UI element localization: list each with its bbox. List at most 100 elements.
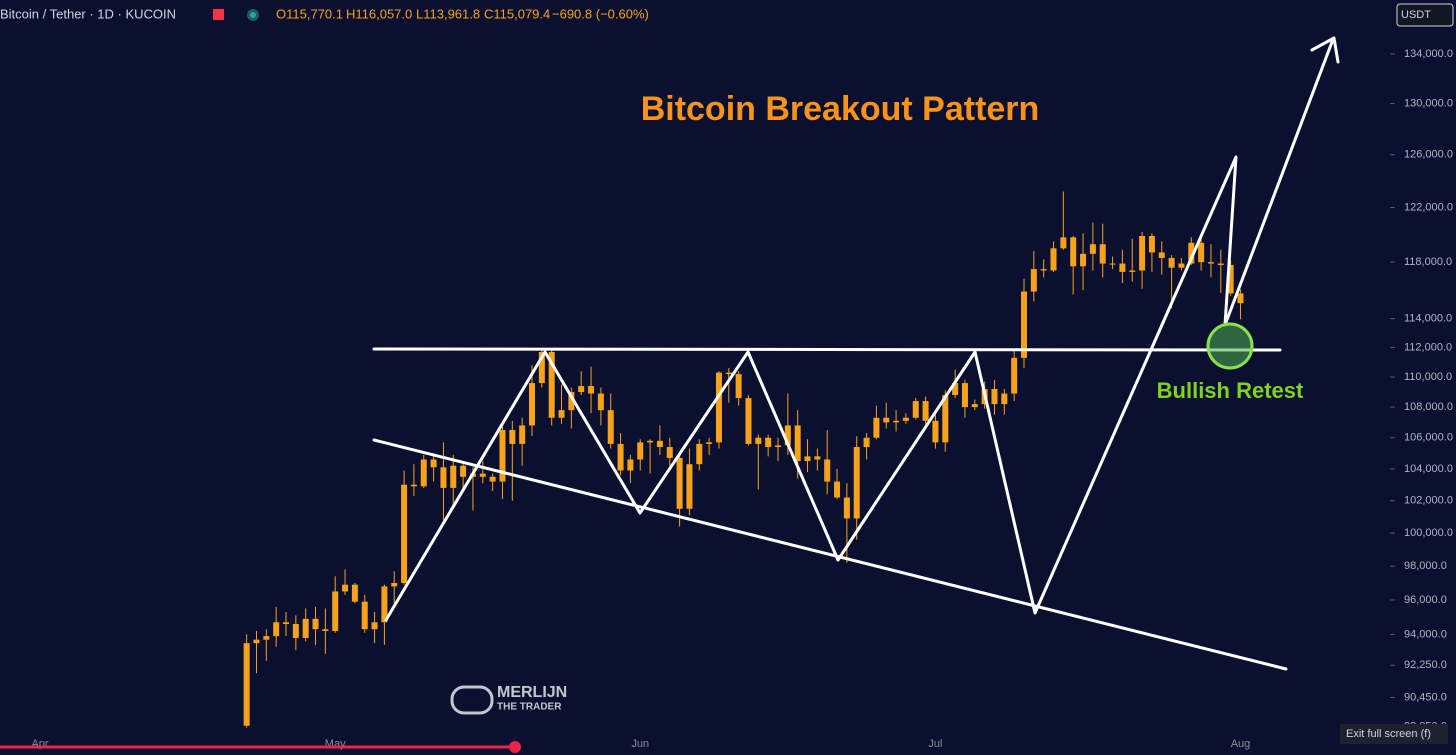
support-trendline <box>372 438 1288 671</box>
candle-body <box>804 456 811 462</box>
candle-body <box>312 618 319 630</box>
candle-body <box>440 467 447 488</box>
candle-body <box>627 459 634 471</box>
candle-body <box>706 442 713 444</box>
candle-body <box>1129 270 1136 272</box>
candle-body <box>273 622 280 637</box>
x-tick-label: Jul <box>928 738 942 750</box>
annotation: Bullish Retest <box>1157 378 1304 403</box>
candle-body <box>696 443 703 465</box>
candle-body <box>607 410 614 444</box>
candle-body <box>263 636 270 640</box>
y-tick-label: 114,000.0 <box>1404 313 1452 325</box>
zigzag-path <box>384 40 1334 622</box>
candle-body <box>430 459 437 468</box>
candle-body <box>1178 263 1185 268</box>
candle-body <box>243 643 250 726</box>
y-tick-label: 92,250.0 <box>1404 659 1447 671</box>
ohlc-open: O115,770.1 <box>276 6 343 21</box>
candle-body <box>588 386 595 394</box>
candle-body <box>1198 242 1205 263</box>
candle-body <box>371 622 378 630</box>
candle-body <box>1148 235 1155 253</box>
candle-body <box>1080 253 1087 267</box>
candle-body <box>1070 237 1077 267</box>
candle-body <box>765 437 772 448</box>
candle-body <box>755 437 762 444</box>
candle-body <box>322 629 329 631</box>
candle-body <box>342 584 349 592</box>
candle-body <box>420 459 427 487</box>
candle-body <box>568 392 575 411</box>
candle-body <box>361 601 368 630</box>
candle-body <box>715 372 722 443</box>
candle-body <box>647 440 654 443</box>
retest-circle <box>1206 322 1254 370</box>
ohlc-change: −690.8 (−0.60%) <box>552 6 649 21</box>
y-tick-label: 134,000.0 <box>1404 48 1453 60</box>
y-tick-label: 130,000.0 <box>1404 97 1453 109</box>
candle-body <box>1099 244 1106 264</box>
ohlc-close: C115,079.4 <box>484 6 550 21</box>
candle-body <box>1207 262 1214 264</box>
candle-body <box>450 465 457 488</box>
candle-body <box>873 417 880 438</box>
y-tick-label: 122,000.0 <box>1404 201 1453 213</box>
y-tick-label: 106,000.0 <box>1404 432 1453 444</box>
pattern-drawing <box>372 36 1340 671</box>
candle-body <box>401 484 408 583</box>
candle-body <box>853 447 860 519</box>
candle-body <box>784 425 791 446</box>
y-tick-label: 102,000.0 <box>1404 495 1453 507</box>
candle-body <box>952 383 959 396</box>
y-tick-label: 118,000.0 <box>1404 256 1452 268</box>
candle-body <box>814 456 821 460</box>
status-dot-inner <box>250 12 256 18</box>
candle-body <box>912 401 919 418</box>
candle-body <box>529 383 535 426</box>
candle-body <box>391 582 398 587</box>
time-axis <box>0 737 1390 755</box>
y-tick-label: 96,000.0 <box>1404 594 1447 606</box>
candle-body <box>1050 248 1057 271</box>
y-tick-label: 126,000.0 <box>1404 149 1453 161</box>
candle-body <box>932 420 939 443</box>
tooltip <box>1340 724 1448 744</box>
currency-button[interactable] <box>1396 3 1454 27</box>
candle-body <box>253 639 260 644</box>
y-tick-label: 110,000.0 <box>1404 371 1452 383</box>
replay-handle[interactable] <box>509 741 521 753</box>
candle-body <box>676 457 683 509</box>
candle-body <box>1188 242 1195 264</box>
candle-body <box>1168 257 1175 268</box>
candle-body <box>1119 263 1126 272</box>
candle-body <box>578 386 585 393</box>
candle-body <box>499 430 506 482</box>
candle-body <box>666 447 673 458</box>
candle-body <box>381 586 388 623</box>
flag-icon <box>213 9 224 20</box>
candle-body <box>410 484 417 487</box>
y-tick-label: 100,000.0 <box>1404 527 1453 539</box>
x-tick-label: Aug <box>1231 738 1251 750</box>
candle-body <box>1030 269 1037 292</box>
arrow-head <box>1310 36 1340 64</box>
candle-body <box>902 417 909 421</box>
candle-body <box>548 351 555 418</box>
candle-body <box>991 389 998 405</box>
candle-body <box>834 481 841 498</box>
candle-body <box>961 383 968 408</box>
x-tick-label: Jun <box>631 738 649 750</box>
candle-body <box>1158 252 1165 258</box>
tooltip-text: Exit full screen (f) <box>1346 728 1431 740</box>
candle-body <box>775 445 781 448</box>
candle-body <box>460 465 467 477</box>
y-tick-label: 98,000.0 <box>1404 560 1447 572</box>
candle-body <box>1011 357 1018 394</box>
candle-body <box>519 425 526 444</box>
candle-body <box>302 618 309 638</box>
candle-body <box>942 395 949 443</box>
candle-body <box>1040 269 1047 271</box>
